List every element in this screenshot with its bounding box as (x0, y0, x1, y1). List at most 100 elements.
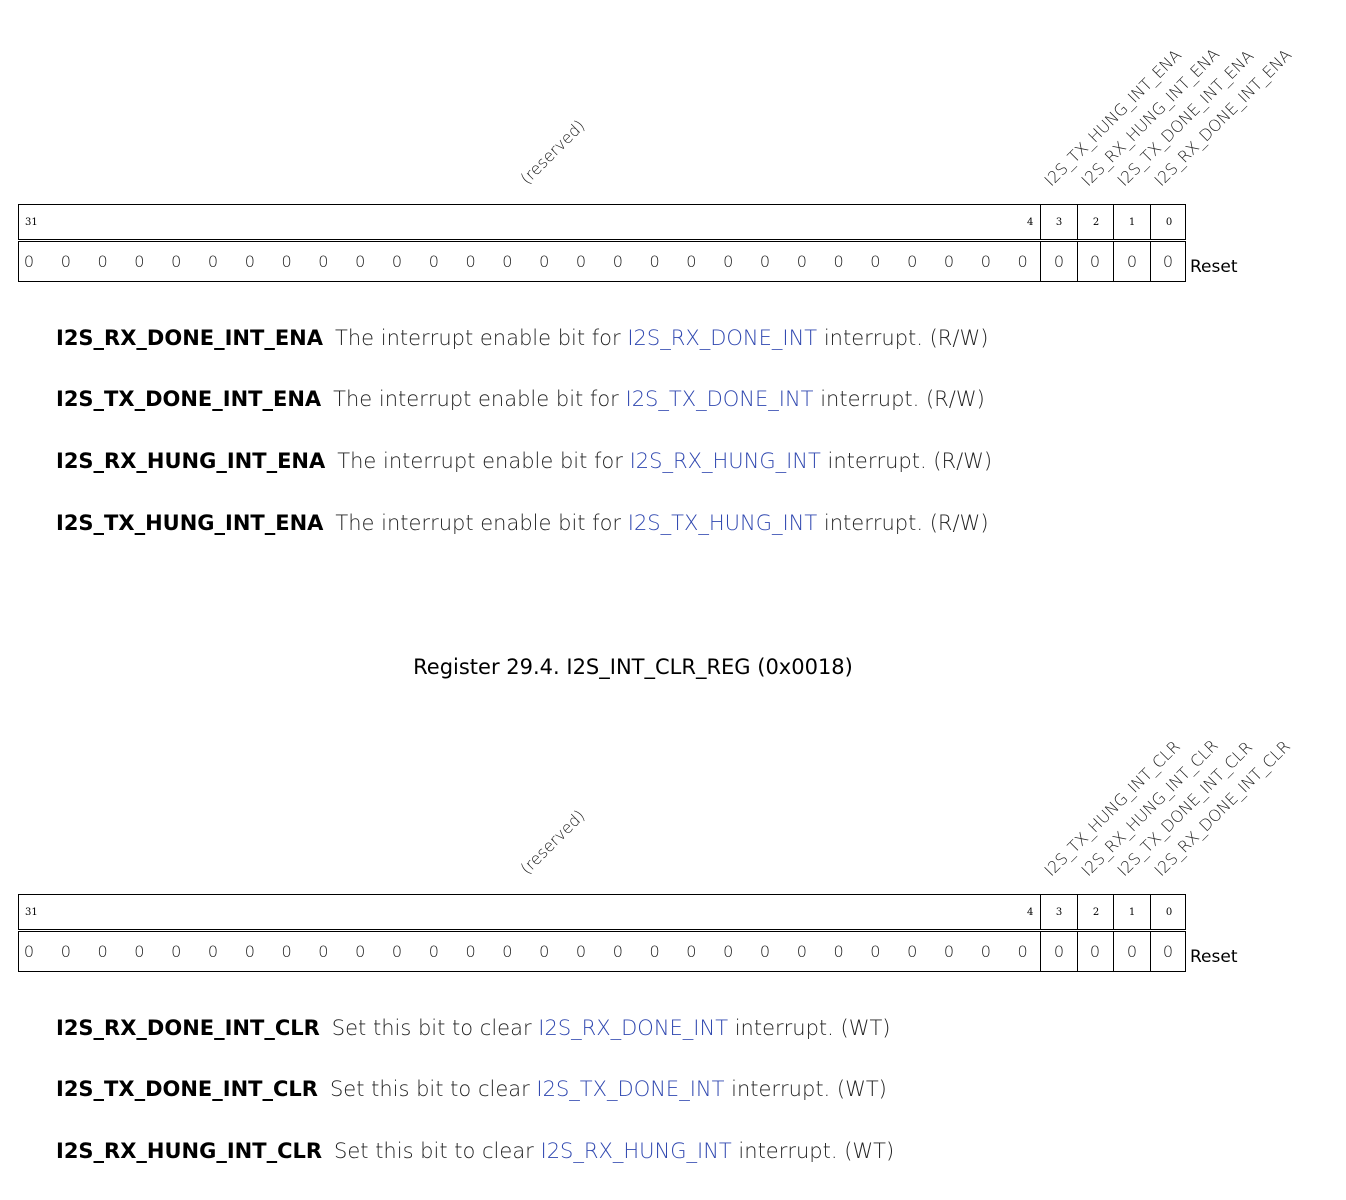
reset-label: Reset (1190, 947, 1238, 967)
reset-bit-16: 0 (575, 252, 587, 271)
reset-bit-1: 0 (1126, 942, 1138, 961)
reset-bit-10: 0 (796, 252, 807, 271)
reset-bit-29: 0 (97, 252, 108, 271)
reset-bit-17: 0 (539, 252, 550, 271)
reset-bit-9: 0 (833, 252, 844, 271)
field-desc-rx-hung-ena: I2S_RX_HUNG_INT_ENA The interrupt enable … (56, 449, 993, 473)
reset-bit-28: 0 (134, 252, 145, 271)
reset-bit-2: 0 (1089, 942, 1101, 961)
bit-4: 4 (1027, 907, 1034, 918)
reset-bit-24: 0 (281, 942, 292, 961)
register-diagram-int-ena: (reserved) I2S_TX_HUNG_INT_ENA I2S_RX_HU… (0, 0, 1346, 300)
reset-bit-3: 0 (1053, 252, 1065, 271)
reset-bit-5: 0 (980, 942, 991, 961)
bit-0: 0 (1165, 907, 1173, 918)
reset-bit-8: 0 (870, 942, 881, 961)
reset-bit-22: 0 (355, 942, 366, 961)
reset-bit-14: 0 (649, 252, 660, 271)
reset-values-row: 0 0 0 0 0 0 0 0 0 0 0 0 0 0 0 0 0 0 0 0 0 0 0 0 0 0 0 0 0 0 0 0 (18, 931, 1186, 972)
bit-1: 1 (1128, 217, 1136, 228)
reset-bit-16: 0 (575, 942, 587, 961)
field-desc-tx-hung-ena: I2S_TX_HUNG_INT_ENA The interrupt enable … (56, 511, 989, 535)
bit-number-row: 31 4 3 2 1 0 (18, 894, 1186, 930)
field-desc-tx-done-clr: I2S_TX_DONE_INT_CLR Set this bit to clear… (56, 1077, 887, 1101)
reset-label: Reset (1190, 257, 1238, 277)
reset-bit-5: 0 (980, 252, 991, 271)
reset-bit-23: 0 (318, 252, 329, 271)
reset-bit-12: 0 (723, 942, 734, 961)
reset-bit-31: 0 (23, 942, 35, 961)
field-desc-rx-done-ena: I2S_RX_DONE_INT_ENA The interrupt enable … (56, 326, 989, 350)
reset-bit-26: 0 (207, 942, 219, 961)
reset-bit-13: 0 (686, 942, 697, 961)
reserved-label: (reserved) (516, 806, 589, 878)
reset-bit-29: 0 (97, 942, 108, 961)
reset-bit-3: 0 (1053, 942, 1065, 961)
reset-bit-21: 0 (391, 252, 403, 271)
reset-bit-20: 0 (428, 942, 439, 961)
reset-bit-19: 0 (465, 252, 476, 271)
reset-bit-25: 0 (244, 942, 255, 961)
reset-bit-24: 0 (281, 252, 292, 271)
bit-0: 0 (1165, 217, 1173, 228)
bit-number-row: 31 4 3 2 1 0 (18, 204, 1186, 240)
reset-bit-7: 0 (907, 252, 918, 271)
reset-bit-9: 0 (833, 942, 844, 961)
bit-31: 31 (25, 217, 38, 228)
reset-bit-30: 0 (60, 252, 71, 271)
reset-bit-22: 0 (355, 252, 366, 271)
reset-bit-4: 0 (1017, 252, 1028, 271)
reset-bit-31: 0 (23, 252, 35, 271)
reset-bit-17: 0 (539, 942, 550, 961)
reset-bit-18: 0 (502, 252, 513, 271)
link-rx-done-int[interactable]: I2S_RX_DONE_INT (627, 326, 818, 350)
reset-bit-6: 0 (943, 942, 955, 961)
reset-bit-12: 0 (723, 252, 734, 271)
link-rx-hung-int[interactable]: I2S_RX_HUNG_INT (540, 1139, 732, 1163)
bit-3: 3 (1055, 907, 1063, 918)
reset-bit-11: 0 (759, 942, 771, 961)
reset-bit-27: 0 (171, 252, 182, 271)
link-tx-hung-int[interactable]: I2S_TX_HUNG_INT (627, 511, 818, 535)
reset-bit-2: 0 (1089, 252, 1101, 271)
field-desc-tx-done-ena: I2S_TX_DONE_INT_ENA The interrupt enable … (56, 387, 985, 411)
reset-bit-14: 0 (649, 942, 660, 961)
reset-values-row: 0 0 0 0 0 0 0 0 0 0 0 0 0 0 0 0 0 0 0 0 0 0 0 0 0 0 0 0 0 0 0 0 (18, 241, 1186, 282)
reset-bit-1: 0 (1126, 252, 1138, 271)
bit-1: 1 (1128, 907, 1136, 918)
reset-bit-18: 0 (502, 942, 513, 961)
reset-bit-6: 0 (943, 252, 955, 271)
reset-bit-15: 0 (612, 942, 623, 961)
reset-bit-10: 0 (796, 942, 807, 961)
reset-bit-0: 0 (1162, 942, 1174, 961)
reset-bit-13: 0 (686, 252, 697, 271)
reset-bit-8: 0 (870, 252, 881, 271)
reset-bit-7: 0 (907, 942, 918, 961)
reset-bit-15: 0 (612, 252, 623, 271)
reset-bit-23: 0 (318, 942, 329, 961)
reset-bit-25: 0 (244, 252, 255, 271)
reserved-label: (reserved) (516, 116, 589, 188)
register-diagram-int-clr: (reserved) I2S_TX_HUNG_INT_CLR I2S_RX_HU… (0, 690, 1346, 990)
reset-bit-27: 0 (171, 942, 182, 961)
reset-bit-20: 0 (428, 252, 439, 271)
link-rx-hung-int[interactable]: I2S_RX_HUNG_INT (629, 449, 821, 473)
reset-bit-19: 0 (465, 942, 476, 961)
bit-31: 31 (25, 907, 38, 918)
bit-2: 2 (1092, 907, 1100, 918)
register-title: Register 29.4. I2S_INT_CLR_REG (0x0018) (413, 655, 853, 679)
reset-bit-28: 0 (134, 942, 145, 961)
bit-4: 4 (1027, 217, 1034, 228)
field-desc-rx-done-clr: I2S_RX_DONE_INT_CLR Set this bit to clear… (56, 1016, 891, 1040)
link-tx-done-int[interactable]: I2S_TX_DONE_INT (536, 1077, 725, 1101)
field-desc-rx-hung-clr: I2S_RX_HUNG_INT_CLR Set this bit to clear… (56, 1139, 895, 1163)
reset-bit-11: 0 (759, 252, 771, 271)
bit-2: 2 (1092, 217, 1100, 228)
link-rx-done-int[interactable]: I2S_RX_DONE_INT (538, 1016, 729, 1040)
reset-bit-30: 0 (60, 942, 71, 961)
reset-bit-0: 0 (1162, 252, 1174, 271)
bit-3: 3 (1055, 217, 1063, 228)
reset-bit-26: 0 (207, 252, 219, 271)
reset-bit-4: 0 (1017, 942, 1028, 961)
link-tx-done-int[interactable]: I2S_TX_DONE_INT (625, 387, 814, 411)
